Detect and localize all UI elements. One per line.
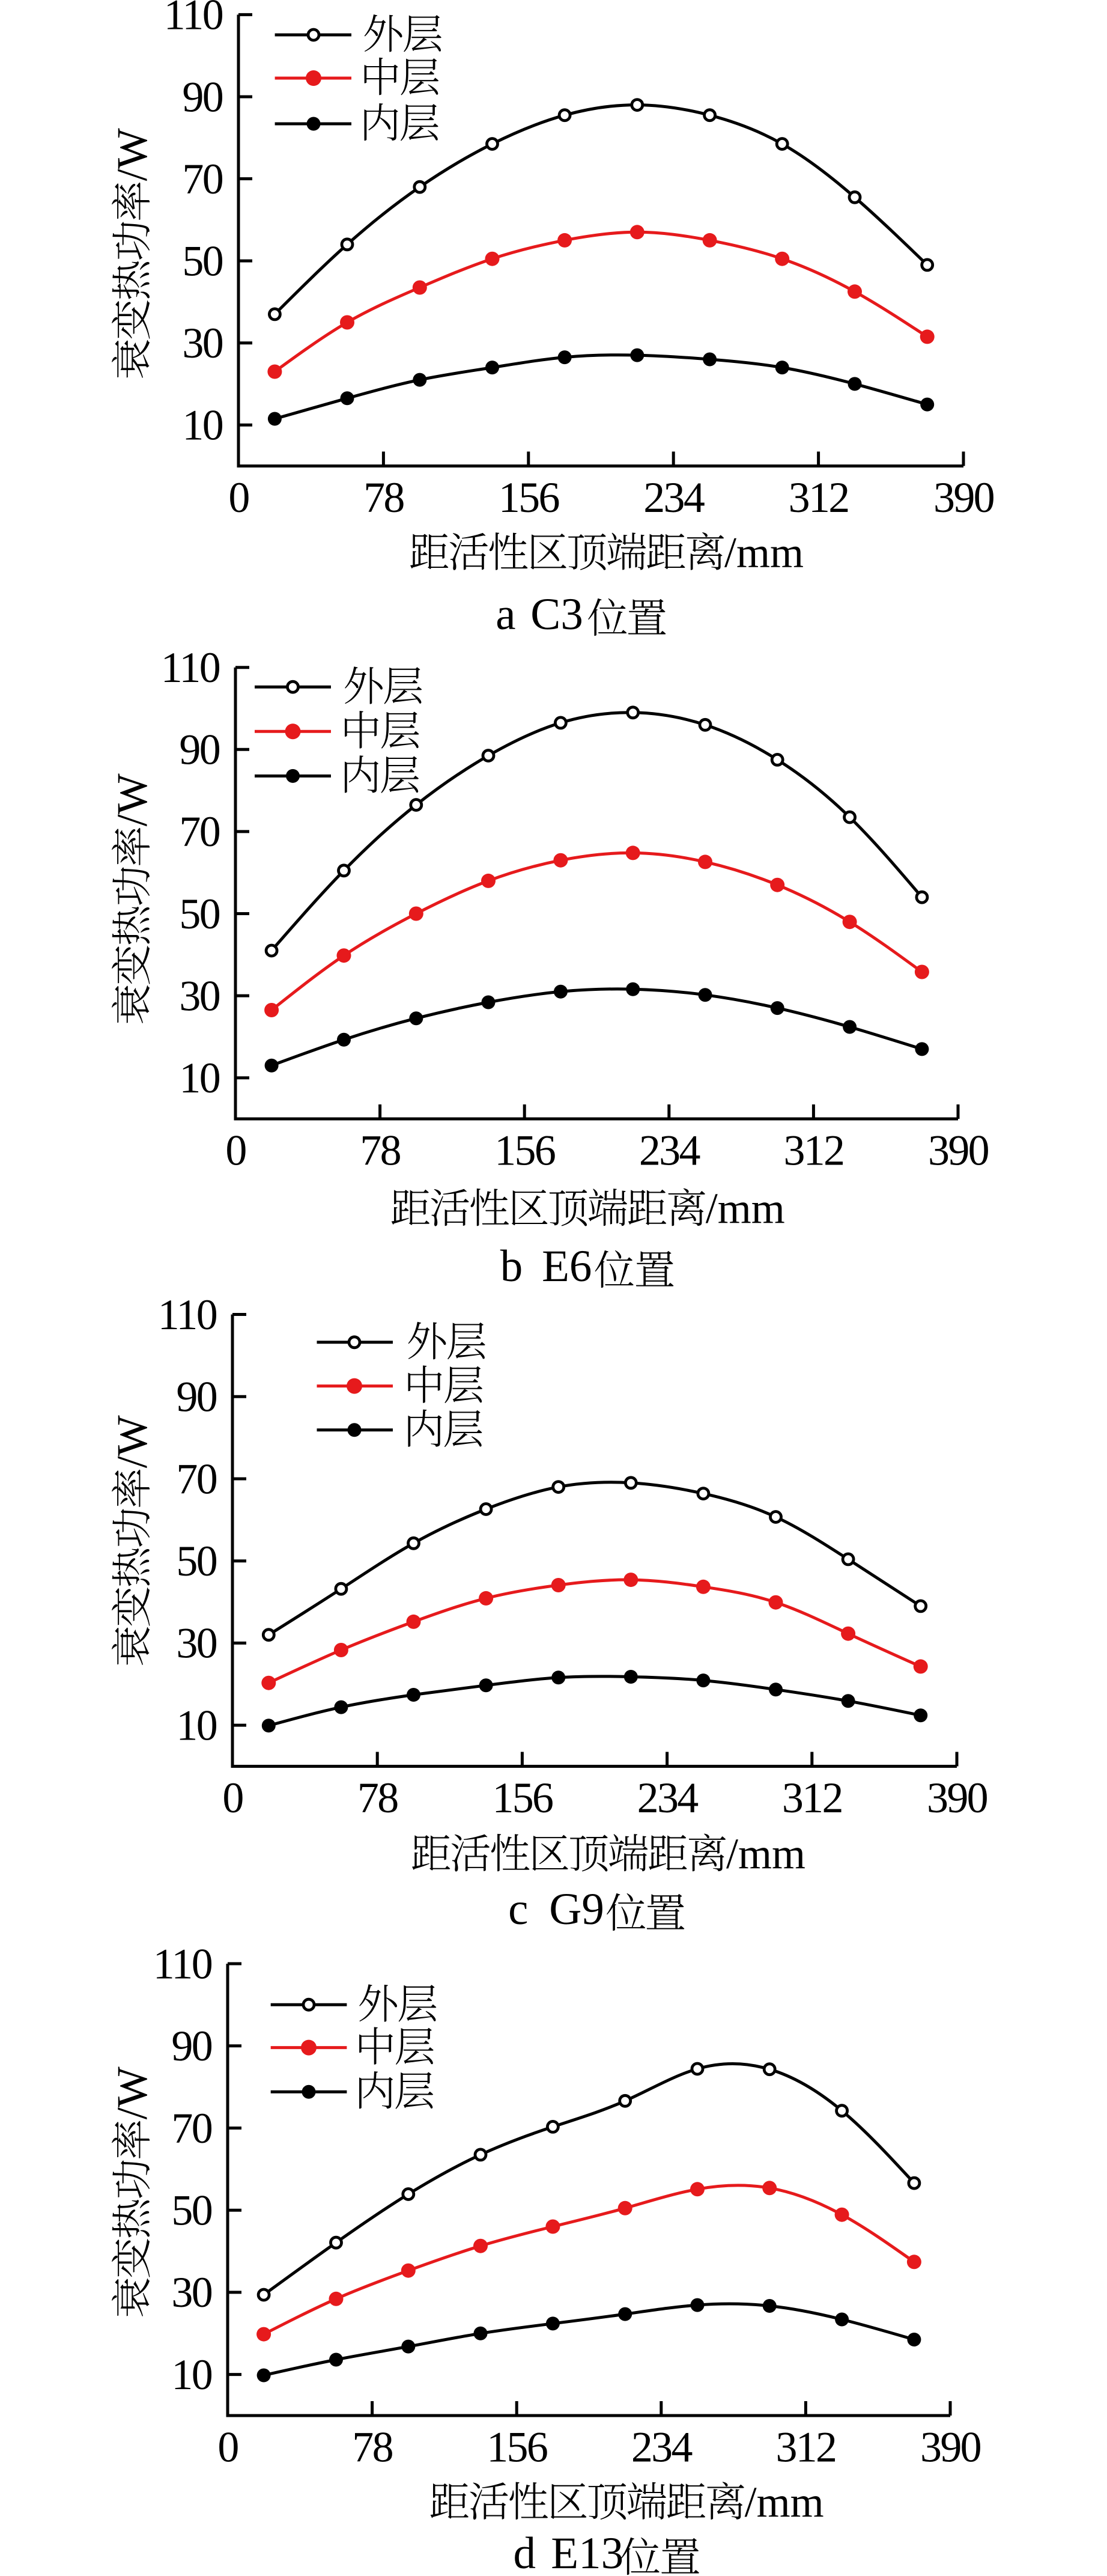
svg-text:156: 156 [487,2423,547,2471]
svg-text:C3: C3 [530,589,583,639]
svg-text:234: 234 [637,1774,699,1822]
svg-text:/mm: /mm [724,528,804,576]
svg-text:90: 90 [171,2022,211,2070]
svg-text:234: 234 [631,2423,693,2471]
svg-text:/mm: /mm [706,1184,785,1232]
svg-text:30: 30 [176,1619,216,1667]
svg-text:70: 70 [179,808,219,856]
svg-text:110: 110 [164,0,223,39]
svg-text:E13: E13 [551,2529,623,2576]
svg-text:78: 78 [357,1774,398,1822]
svg-text:/mm: /mm [745,2478,824,2526]
svg-text:312: 312 [782,1774,842,1822]
svg-text:390: 390 [928,1126,989,1174]
svg-text:70: 70 [176,1455,216,1503]
svg-text:10: 10 [176,1701,216,1749]
svg-text:90: 90 [176,1373,216,1421]
svg-text:10: 10 [171,2351,211,2399]
svg-text:390: 390 [927,1774,987,1822]
svg-text:G9: G9 [549,1884,604,1934]
svg-text:234: 234 [639,1126,700,1174]
svg-text:/W: /W [108,128,156,181]
svg-text:78: 78 [360,1126,400,1174]
svg-text:/mm: /mm [726,1830,805,1878]
svg-text:156: 156 [494,1126,555,1174]
svg-text:312: 312 [783,1126,843,1174]
svg-text:10: 10 [182,401,222,449]
svg-text:10: 10 [179,1054,219,1102]
svg-text:390: 390 [920,2423,981,2471]
svg-text:50: 50 [176,1537,216,1585]
svg-text:156: 156 [499,473,559,522]
svg-text:78: 78 [352,2423,392,2471]
svg-text:/W: /W [108,1415,156,1468]
svg-text:90: 90 [182,73,222,121]
svg-text:70: 70 [171,2104,211,2152]
svg-text:50: 50 [179,890,219,938]
svg-text:c: c [508,1884,528,1934]
svg-text:/W: /W [108,2066,156,2119]
svg-text:a: a [496,589,515,639]
svg-text:234: 234 [643,473,705,522]
svg-text:30: 30 [179,972,219,1020]
svg-text:0: 0 [217,2423,238,2471]
svg-text:70: 70 [182,155,222,203]
svg-text:d: d [514,2529,536,2576]
svg-text:110: 110 [161,644,220,692]
svg-text:/W: /W [108,773,156,826]
svg-text:b: b [500,1241,523,1291]
svg-text:0: 0 [228,473,249,522]
svg-text:312: 312 [789,473,849,522]
svg-text:0: 0 [222,1774,243,1822]
svg-text:50: 50 [182,237,222,285]
svg-text:30: 30 [182,319,222,367]
svg-text:50: 50 [171,2187,211,2235]
svg-text:0: 0 [225,1126,246,1174]
svg-text:390: 390 [933,473,994,522]
svg-text:110: 110 [153,1940,212,1988]
svg-text:78: 78 [363,473,404,522]
svg-text:E6: E6 [542,1241,592,1291]
svg-text:156: 156 [492,1774,553,1822]
svg-text:90: 90 [179,726,219,774]
svg-text:312: 312 [775,2423,836,2471]
svg-text:30: 30 [171,2268,211,2316]
svg-text:110: 110 [158,1291,217,1339]
